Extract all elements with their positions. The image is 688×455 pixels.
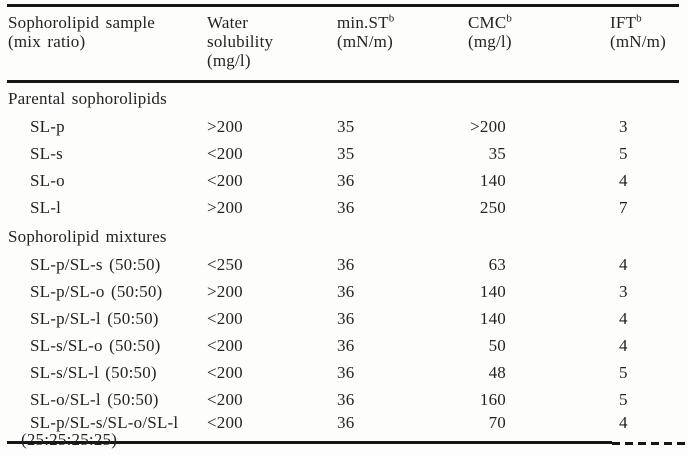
cell-water-solubility: >200	[207, 282, 243, 301]
cell-water-solubility: <200	[207, 413, 243, 432]
cell-water-solubility: <200	[207, 336, 243, 355]
table-row: SL-p >200 35 >200 3	[8, 113, 680, 140]
cell-min-st: 35	[337, 117, 355, 136]
cell-sample: SL-p/SL-o (50:50)	[30, 282, 163, 301]
cell-min-st: 36	[337, 413, 355, 432]
cell-cmc: 48	[488, 363, 506, 382]
header-cmc-unit: (mg/l)	[468, 32, 512, 51]
bottom-rule-scan-artifact	[612, 442, 686, 445]
bottom-rule	[7, 441, 612, 444]
cell-sample: SL-o/SL-l (50:50)	[30, 390, 159, 409]
table-row: SL-p/SL-s/SL-o/SL-l (25:25:25:25) <200 3…	[8, 413, 680, 449]
cell-sample-line1: SL-p/SL-s/SL-o/SL-l	[30, 413, 179, 432]
table-row: SL-o <200 36 140 4	[8, 167, 680, 194]
cell-ift: 3	[619, 282, 628, 301]
column-header-min-st: min.STb (mN/m)	[337, 13, 468, 80]
cell-ift: 4	[619, 309, 628, 328]
cell-ift: 4	[619, 255, 628, 274]
cell-cmc: 35	[488, 144, 506, 163]
table-header-row: Sophorolipid sample (mix ratio) Water so…	[8, 7, 680, 80]
header-sample-line2: (mix ratio)	[8, 32, 86, 51]
cell-sample: SL-p	[30, 117, 65, 136]
cell-cmc: >200	[470, 117, 506, 136]
cell-sample: SL-s	[30, 144, 63, 163]
column-header-cmc: CMCb (mg/l)	[468, 13, 610, 80]
column-header-sample: Sophorolipid sample (mix ratio)	[8, 13, 207, 80]
column-header-water-solubility: Water solubility (mg/l)	[207, 13, 337, 80]
cell-cmc: 140	[479, 171, 506, 190]
header-ift-unit: (mN/m)	[610, 32, 666, 51]
cell-cmc: 250	[479, 198, 506, 217]
table-row: SL-o/SL-l (50:50) <200 36 160 5	[8, 386, 680, 413]
table-row: SL-s <200 35 35 5	[8, 140, 680, 167]
cell-sample: SL-p/SL-l (50:50)	[30, 309, 159, 328]
section-title-mixtures: Sophorolipid mixtures	[8, 227, 167, 246]
cell-sample: SL-p/SL-s/SL-o/SL-l (25:25:25:25)	[8, 413, 207, 449]
table-row: SL-p/SL-o (50:50) >200 36 140 3	[8, 278, 680, 305]
cell-water-solubility: >200	[207, 198, 243, 217]
cell-min-st: 36	[337, 336, 355, 355]
cell-ift: 5	[619, 363, 628, 382]
cell-ift: 4	[619, 336, 628, 355]
cell-cmc: 140	[479, 309, 506, 328]
cell-cmc: 50	[488, 336, 506, 355]
header-water-line3: (mg/l)	[207, 51, 251, 70]
cell-min-st: 36	[337, 390, 355, 409]
cell-ift: 4	[619, 413, 628, 432]
header-water-line2: solubility	[207, 32, 274, 51]
cell-water-solubility: <200	[207, 144, 243, 163]
cell-water-solubility: <200	[207, 309, 243, 328]
header-min-st-unit: (mN/m)	[337, 32, 393, 51]
cell-ift: 4	[619, 171, 628, 190]
header-sample-line1: Sophorolipid sample	[8, 13, 155, 32]
cell-ift: 5	[619, 390, 628, 409]
cell-sample: SL-s/SL-o (50:50)	[30, 336, 161, 355]
cell-water-solubility: <200	[207, 171, 243, 190]
table-body: Parental sophorolipids SL-p >200 35 >200…	[8, 83, 680, 449]
cell-water-solubility: <200	[207, 390, 243, 409]
cell-water-solubility: >200	[207, 117, 243, 136]
cell-water-solubility: <250	[207, 255, 243, 274]
column-header-ift: IFTb (mN/m)	[610, 13, 679, 80]
header-water-line1: Water	[207, 13, 249, 32]
table-row: SL-s/SL-l (50:50) <200 36 48 5	[8, 359, 680, 386]
table-top-rule	[7, 4, 679, 7]
cell-min-st: 36	[337, 309, 355, 328]
table-row: SL-p/SL-s (50:50) <250 36 63 4	[8, 251, 680, 278]
cell-cmc: 160	[479, 390, 506, 409]
header-cmc-name: CMC	[468, 13, 507, 32]
table-row: SL-s/SL-o (50:50) <200 36 50 4	[8, 332, 680, 359]
header-cmc-footnote: b	[506, 12, 513, 25]
table-row: SL-l >200 36 250 7	[8, 194, 680, 221]
cell-ift: 7	[619, 198, 628, 217]
header-ift-footnote: b	[636, 12, 642, 25]
cell-cmc: 70	[488, 413, 506, 432]
cell-cmc: 140	[479, 282, 506, 301]
cell-sample: SL-p/SL-s (50:50)	[30, 255, 161, 274]
cell-cmc: 63	[488, 255, 506, 274]
section-title-parental: Parental sophorolipids	[8, 89, 167, 108]
cell-min-st: 36	[337, 171, 355, 190]
cell-sample: SL-o	[30, 171, 65, 190]
header-min-st-name: min.ST	[337, 13, 389, 32]
table-row: SL-p/SL-l (50:50) <200 36 140 4	[8, 305, 680, 332]
cell-min-st: 36	[337, 363, 355, 382]
cell-sample: SL-l	[30, 198, 62, 217]
cell-sample: SL-s/SL-l (50:50)	[30, 363, 157, 382]
cell-sample-line2: (25:25:25:25)	[21, 429, 118, 449]
cell-ift: 3	[619, 117, 628, 136]
cell-min-st: 35	[337, 144, 355, 163]
cell-min-st: 36	[337, 198, 355, 217]
properties-table: Sophorolipid sample (mix ratio) Water so…	[8, 7, 680, 447]
cell-water-solubility: <200	[207, 363, 243, 382]
table-header-rule	[7, 80, 679, 83]
cell-ift: 5	[619, 144, 628, 163]
cell-min-st: 36	[337, 282, 355, 301]
cell-min-st: 36	[337, 255, 355, 274]
header-ift-name: IFT	[610, 13, 637, 32]
header-min-st-footnote: b	[388, 12, 395, 25]
